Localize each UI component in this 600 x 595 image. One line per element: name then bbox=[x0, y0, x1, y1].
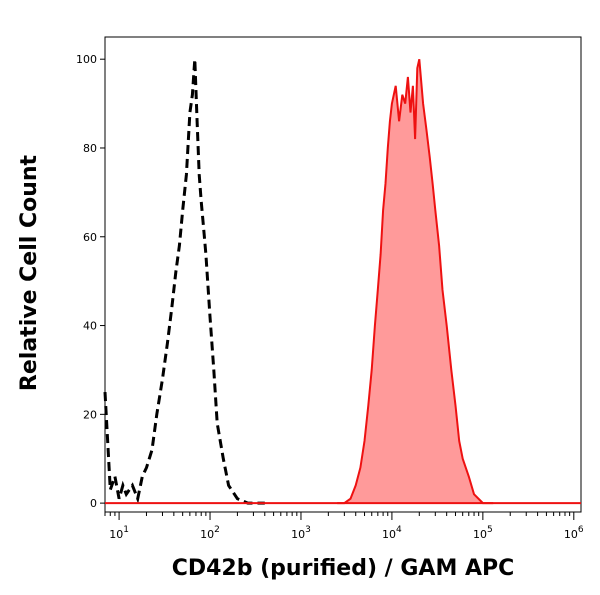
y-tick-label-4: 80 bbox=[83, 142, 97, 155]
series-fill-1 bbox=[337, 59, 494, 504]
series-layer bbox=[103, 58, 581, 505]
x-axis-title: CD42b (purified) / GAM APC bbox=[172, 556, 515, 581]
y-tick-label-0: 0 bbox=[90, 497, 97, 510]
y-tick-label-1: 20 bbox=[83, 408, 97, 421]
x-tick-label-5: 106 bbox=[564, 525, 584, 541]
plot-frame bbox=[104, 36, 582, 513]
y-tick-label-5: 100 bbox=[76, 53, 97, 66]
x-tick-label-0: 101 bbox=[109, 525, 129, 541]
x-tick-label-2: 103 bbox=[291, 525, 311, 541]
series-line-0 bbox=[103, 59, 265, 505]
x-tick-label-4: 105 bbox=[473, 525, 493, 541]
x-tick-label-3: 104 bbox=[382, 525, 402, 541]
axis-layer: 0 20 40 60 80 100 101 102 103 104 105 106 bbox=[76, 53, 584, 541]
series-line-1 bbox=[337, 58, 494, 505]
x-tick-label-1: 102 bbox=[200, 525, 220, 541]
y-axis-title: Relative Cell Count bbox=[17, 154, 42, 391]
y-tick-label-2: 40 bbox=[83, 320, 97, 333]
y-tick-label-3: 60 bbox=[83, 231, 97, 244]
